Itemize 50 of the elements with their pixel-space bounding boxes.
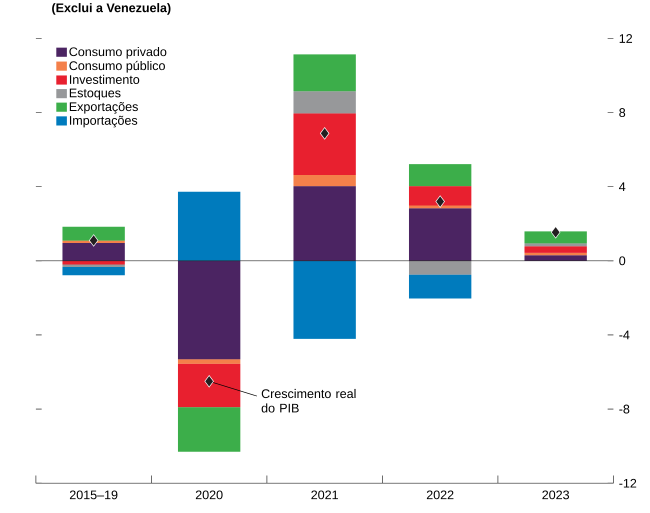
x-tick-label: 2020 — [196, 490, 223, 500]
y-tick-label: -8 — [619, 404, 630, 414]
bar — [524, 243, 587, 246]
bar — [293, 54, 356, 92]
legend-label: Consumo público — [69, 60, 165, 73]
bar — [293, 175, 356, 186]
bar — [408, 274, 472, 298]
y-tick-label: 4 — [619, 182, 626, 192]
text: Crescimento real do PIB — [262, 388, 356, 413]
x-tick-label: 2021 — [311, 490, 338, 500]
bar — [293, 186, 356, 261]
y-tick-label: -12 — [619, 478, 636, 488]
chart-subtitle: (Exclui a Venezuela) — [52, 3, 170, 15]
y-tick-label: 12 — [620, 34, 632, 43]
bar — [178, 364, 240, 408]
bar — [178, 359, 240, 364]
y-tick-label: 8 — [619, 108, 626, 118]
point — [435, 195, 445, 208]
point — [204, 375, 214, 388]
bar — [62, 260, 125, 265]
bar — [62, 226, 125, 241]
legend-label: Exportações — [70, 102, 138, 114]
bar — [408, 186, 472, 206]
legend-label: Investimento — [70, 74, 140, 84]
bar — [293, 113, 356, 176]
point — [550, 226, 560, 238]
x-tick-label: 2015–19 — [70, 490, 118, 500]
bar — [408, 208, 472, 261]
bar — [62, 266, 125, 276]
bar — [62, 243, 125, 261]
legend-label: Estoques — [70, 88, 121, 100]
bar — [293, 91, 356, 114]
bar — [524, 252, 587, 256]
point — [88, 234, 98, 247]
x-tick-label: 2023 — [542, 490, 570, 500]
point — [320, 127, 330, 140]
y-tick-label: 0 — [619, 256, 626, 266]
x-tick-label: 2022 — [426, 490, 454, 500]
bar — [178, 407, 240, 452]
legend-label: Consumo privado — [69, 46, 166, 59]
bar — [524, 255, 587, 261]
bar — [524, 246, 587, 253]
legend-label: Importações — [70, 116, 138, 128]
bar — [293, 260, 356, 339]
bar — [408, 164, 472, 186]
bar — [524, 231, 587, 244]
bar — [178, 192, 240, 261]
y-tick-label: -4 — [619, 330, 630, 340]
bar — [178, 260, 240, 360]
bar — [408, 260, 472, 275]
